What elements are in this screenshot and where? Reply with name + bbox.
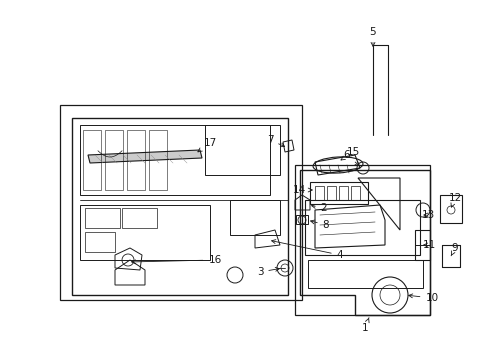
Text: 11: 11	[422, 240, 435, 250]
Bar	[83, 130, 101, 190]
Text: 15: 15	[340, 147, 359, 160]
Bar	[307, 260, 422, 288]
Text: 8: 8	[310, 220, 328, 230]
Bar	[229, 200, 280, 235]
Bar	[105, 130, 123, 190]
Bar	[80, 205, 209, 260]
Text: 5: 5	[369, 27, 376, 46]
Bar	[85, 232, 115, 252]
Text: 7: 7	[266, 135, 284, 147]
Bar	[441, 245, 459, 267]
Bar	[204, 125, 280, 175]
Polygon shape	[88, 150, 202, 163]
Text: 17: 17	[198, 138, 216, 152]
Text: 16: 16	[131, 255, 221, 265]
Text: 12: 12	[447, 193, 461, 207]
Text: 2: 2	[311, 203, 326, 213]
Bar	[127, 130, 145, 190]
Bar	[294, 165, 429, 315]
Bar	[85, 208, 120, 228]
Bar	[122, 208, 157, 228]
Bar	[309, 182, 367, 204]
Text: 3: 3	[256, 267, 279, 277]
Bar	[350, 186, 359, 200]
Text: 1: 1	[361, 318, 368, 333]
Text: 13: 13	[421, 210, 434, 220]
Text: 6: 6	[343, 150, 359, 166]
Bar	[326, 186, 335, 200]
Text: 4: 4	[271, 240, 343, 260]
Bar	[60, 105, 302, 300]
Bar	[314, 186, 324, 200]
Bar	[439, 195, 461, 223]
Text: 9: 9	[450, 243, 457, 256]
Bar	[338, 186, 347, 200]
Bar	[149, 130, 167, 190]
Bar	[414, 230, 429, 260]
Bar	[80, 125, 269, 195]
Text: 10: 10	[408, 293, 438, 303]
Text: 14: 14	[292, 185, 311, 195]
